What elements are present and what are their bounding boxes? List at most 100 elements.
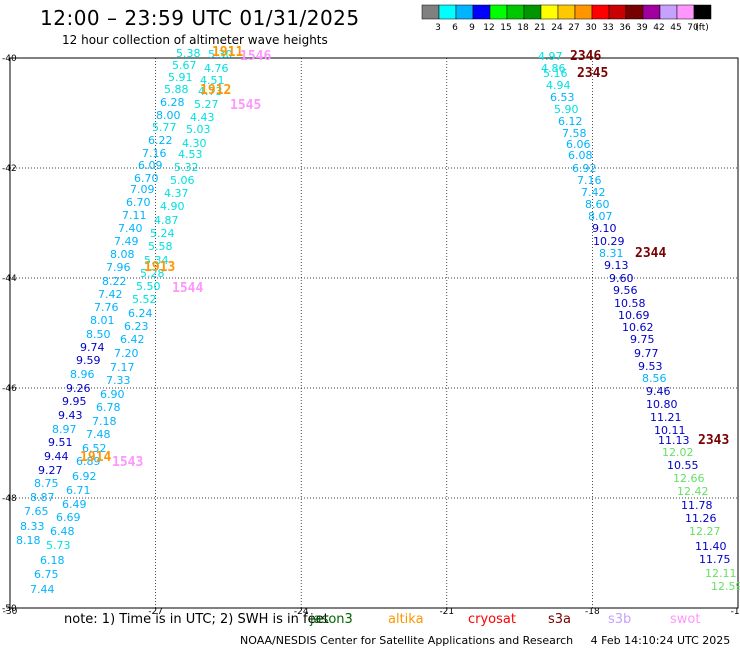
- wave-height-label: 10.11: [654, 424, 686, 437]
- wave-height-label: 7.42: [581, 186, 606, 199]
- y-tick-label: -50: [2, 604, 17, 614]
- colorbar-label: 9: [469, 23, 475, 33]
- wave-height-label: 6.90: [100, 388, 125, 401]
- wave-height-label: 12.42: [677, 485, 709, 498]
- colorbar-label: 36: [619, 23, 631, 33]
- wave-height-label: 4.43: [190, 111, 215, 124]
- x-tick-label: -27: [148, 607, 163, 617]
- colorbar-swatch: [472, 4, 491, 20]
- wave-height-label: 10.80: [646, 398, 678, 411]
- wave-height-label: 9.51: [48, 436, 73, 449]
- wave-height-label: 4.87: [154, 214, 179, 227]
- wave-height-label: 8.18: [16, 534, 41, 547]
- wave-height-label: 7.16: [142, 147, 167, 160]
- grid-lines: [10, 58, 738, 608]
- wave-height-label: 9.26: [66, 382, 91, 395]
- colorbar-swatch: [557, 4, 576, 20]
- colorbar-swatch: [625, 4, 644, 20]
- y-tick-label: -48: [2, 494, 17, 504]
- colorbar-swatch: [693, 4, 712, 20]
- timestamp-text: 4 Feb 14:10:24 UTC 2025: [590, 634, 731, 647]
- colorbar-swatch: [676, 4, 695, 20]
- wave-height-label: 6.28: [160, 96, 185, 109]
- wave-height-label: 10.29: [593, 235, 625, 248]
- wave-height-label: 5.24: [150, 227, 175, 240]
- wave-height-label: 7.48: [86, 428, 111, 441]
- footer-credit: NOAA/NESDIS Center for Satellite Applica…: [240, 634, 730, 647]
- wave-height-label: 5.32: [174, 161, 199, 174]
- legend-item-jason3: jason3: [310, 612, 353, 627]
- axis-ticks: -30 -27 -24 -21 -18 -15 -40 -42 -44 -46 -48 -50: [2, 54, 740, 617]
- wave-height-label: 7.11: [122, 209, 147, 222]
- legend-item-s3b: s3b: [608, 612, 632, 627]
- time-label: 1544: [172, 281, 203, 296]
- time-label: 2345: [577, 66, 608, 81]
- wave-height-label: 6.75: [34, 568, 59, 581]
- time-label: 2343: [698, 433, 729, 448]
- wave-height-label: 5.52: [132, 293, 157, 306]
- wave-height-label: 5.50: [136, 280, 161, 293]
- wave-height-label: 8.60: [585, 198, 610, 211]
- footer-note: note: 1) Time is in UTC; 2) SWH is in fe…: [64, 612, 329, 627]
- wave-height-label: 12.66: [673, 472, 705, 485]
- x-tick-label: -15: [731, 607, 740, 617]
- wave-height-label: 4.86: [541, 62, 566, 75]
- wave-height-label: 7.33: [106, 374, 131, 387]
- wave-height-label: 11.21: [650, 411, 682, 424]
- wave-height-label: 4.51: [200, 74, 225, 87]
- wave-height-label: 9.13: [604, 259, 629, 272]
- wave-height-label: 5.77: [152, 121, 177, 134]
- wave-height-label: 7.65: [24, 505, 49, 518]
- wave-height-label: 6.92: [572, 162, 597, 175]
- page-subtitle: 12 hour collection of altimeter wave hei…: [62, 33, 328, 47]
- x-tick-label: -24: [294, 607, 309, 617]
- wave-height-label: 5.34: [144, 254, 169, 267]
- wave-height-label: 6.22: [148, 134, 173, 147]
- colorbar-swatch: [455, 4, 474, 20]
- wave-height-label: 8.07: [588, 210, 613, 223]
- x-tick-label: -30: [3, 607, 18, 617]
- wave-height-label: 9.60: [609, 272, 634, 285]
- wave-height-label: 4.73: [198, 85, 223, 98]
- legend-item-s3a: s3a: [548, 612, 572, 627]
- colorbar-label: 6: [452, 23, 458, 33]
- wave-height-label: 11.26: [685, 512, 717, 525]
- wave-height-label: 7.09: [130, 183, 155, 196]
- y-tick-label: -40: [2, 54, 17, 64]
- wave-height-label: 7.17: [110, 361, 135, 374]
- colorbar-label: 27: [568, 23, 579, 33]
- wave-height-label: 6.78: [96, 401, 121, 414]
- colorbar-unit: (ft): [695, 23, 709, 33]
- wave-height-label: 8.50: [86, 328, 111, 341]
- colorbar-swatch: [659, 4, 678, 20]
- wave-height-label: 5.28: [140, 267, 165, 280]
- wave-height-label: 8.75: [34, 477, 59, 490]
- wave-height-label: 12.27: [689, 525, 721, 538]
- wave-height-label: 9.95: [62, 395, 87, 408]
- wave-height-label: 8.56: [642, 372, 667, 385]
- colorbar-label: 70: [687, 23, 699, 33]
- wave-height-label: 6.69: [56, 511, 81, 524]
- credit-text: NOAA/NESDIS Center for Satellite Applica…: [240, 634, 574, 647]
- colorbar-swatch: [438, 4, 457, 20]
- colorbar-swatch: [574, 4, 593, 20]
- time-label: 1911: [212, 45, 243, 60]
- wave-height-label: 12.11: [705, 567, 737, 580]
- wave-height-label: 4.30: [182, 137, 207, 150]
- time-label: 1914: [80, 450, 111, 465]
- wave-height-label: 5.90: [554, 103, 579, 116]
- wave-height-label: 8.96: [70, 368, 95, 381]
- wave-height-label: 4.76: [204, 62, 229, 75]
- wave-height-label: 6.71: [66, 484, 91, 497]
- time-label: 1913: [144, 260, 175, 275]
- wave-height-label: 7.76: [94, 301, 119, 314]
- wave-height-label: 6.89: [76, 455, 101, 468]
- wave-height-label: 6.70: [126, 196, 151, 209]
- wave-height-label: 9.59: [76, 354, 101, 367]
- wave-height-label: 5.58: [148, 240, 173, 253]
- wave-height-label: 9.74: [80, 341, 105, 354]
- plot-border: [9, 57, 739, 609]
- time-label: 1543: [112, 455, 143, 470]
- time-label: 1546: [240, 49, 271, 64]
